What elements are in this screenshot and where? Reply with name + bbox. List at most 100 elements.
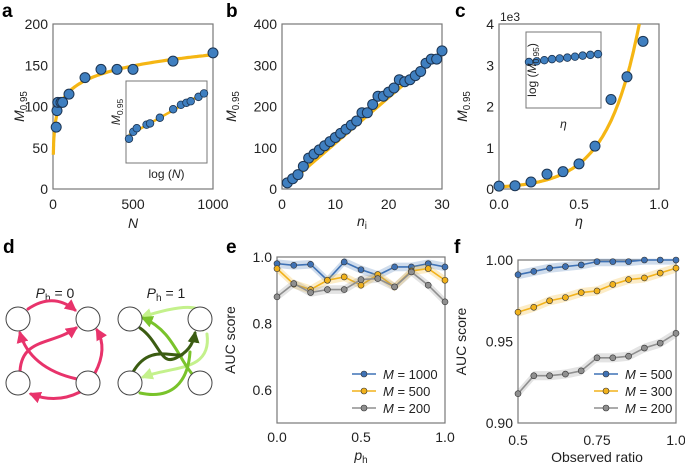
series-point [340, 286, 348, 293]
data-point [436, 45, 448, 57]
y-axis-label-main: AUC score [453, 307, 469, 375]
panel-letter-b: b [226, 1, 238, 22]
plot-frame [52, 23, 214, 190]
series-point [577, 261, 585, 269]
legend-marker [360, 370, 368, 378]
panel-f: f 0.5 0.75 1.0 0.90 0.95 1.00 Observed ratio AUC… [453, 237, 685, 465]
y-axis-label-sub: 0.95 [19, 91, 30, 111]
series-point [514, 308, 522, 316]
x-tick-label: 20 [381, 196, 397, 212]
inset-data-point [124, 134, 134, 143]
legend-marker [602, 404, 610, 412]
inset-data-point [155, 113, 165, 122]
y-axis-label: AUC score [222, 306, 238, 374]
inset-x-label-main: N [172, 167, 181, 181]
x-tick-label: 0.5 [569, 196, 589, 212]
series-point [656, 269, 664, 277]
series-point [391, 283, 398, 291]
series-point [324, 286, 331, 293]
inset-a: log (N) M0.95 [109, 80, 209, 181]
data-point [541, 168, 553, 180]
x-axis-label-main: n [357, 213, 365, 229]
series-3 [273, 267, 449, 307]
series-point [562, 294, 569, 301]
data-point [493, 180, 505, 192]
series-point [290, 261, 298, 269]
series-point [562, 370, 569, 378]
x-axis-label-main: N [128, 215, 139, 231]
legend-label: M = 300 [625, 384, 672, 399]
inset-x-label: η [560, 117, 567, 131]
edge-dark-green [138, 326, 200, 362]
data-point [127, 63, 139, 75]
data-point [621, 71, 633, 83]
series-point [530, 372, 538, 380]
inset-data-point [593, 49, 603, 59]
y-tick-label: 50 [32, 140, 48, 156]
panel-letter-f: f [454, 237, 461, 258]
edge-mid-green [140, 316, 195, 377]
inset-y-label-sub: 0.95 [531, 47, 541, 64]
panel-letter-c: c [455, 1, 466, 22]
inset-x-label-post: ) [181, 167, 185, 181]
edge-pink [26, 299, 77, 312]
plot-frame [281, 23, 443, 190]
inset-data-point [186, 97, 195, 106]
edge-mid-green [138, 350, 192, 396]
series-1 [514, 256, 680, 280]
data-point [351, 115, 363, 127]
data-point [167, 55, 179, 67]
y-axis-label: M0.95 [223, 91, 242, 122]
y-axis-label-sub: 0.95 [462, 91, 473, 111]
series-point [273, 293, 281, 301]
inset-frame [125, 80, 208, 164]
title-main: P [36, 285, 46, 301]
series-2 [514, 263, 680, 317]
series-point [593, 287, 601, 295]
data-point [388, 82, 400, 94]
y-axis-label-main: AUC score [222, 306, 238, 374]
data-point [589, 140, 601, 152]
legend-var: M [625, 384, 636, 399]
edge-pink [18, 326, 78, 373]
x-tick-label: 0.5 [508, 432, 528, 448]
legend-label: M = 200 [625, 401, 672, 416]
series-point [593, 258, 601, 265]
y-tick-label: 3 [486, 57, 494, 73]
edge-dark-green [131, 352, 184, 374]
inset-y-label-post: ) [525, 43, 539, 47]
data-point [367, 98, 379, 110]
inset-x-label-main: η [560, 117, 567, 131]
x-tick-label: 1000 [197, 196, 228, 212]
data-point [637, 35, 649, 47]
legend-label: M = 1000 [383, 367, 438, 382]
data-point [297, 160, 309, 172]
inset-y-label-main: M [109, 115, 123, 125]
series-point [672, 330, 680, 337]
inset-data-point [578, 51, 587, 60]
node [5, 370, 31, 396]
inset-data-point [563, 53, 572, 62]
confidence-band [518, 258, 676, 280]
x-tick-label: 1.0 [666, 432, 685, 448]
series-point [324, 276, 331, 284]
y-axis-label: AUC score [453, 307, 469, 375]
inset-data-point [145, 119, 155, 128]
series-point [672, 264, 680, 272]
y-tick-label: 300 [254, 57, 278, 73]
series-point [424, 281, 432, 289]
y-tick-label: 100 [25, 99, 49, 115]
series-point [357, 266, 365, 273]
panel-letter-e: e [226, 237, 237, 258]
edge-pink [93, 327, 108, 375]
series-point [530, 303, 538, 311]
panel-letter-a: a [2, 1, 13, 22]
x-tick-label: 0.0 [267, 429, 287, 445]
series-point [546, 264, 553, 272]
y-tick-label: 0.90 [486, 415, 513, 431]
inset-data-point [540, 56, 549, 65]
data-point [95, 63, 107, 75]
